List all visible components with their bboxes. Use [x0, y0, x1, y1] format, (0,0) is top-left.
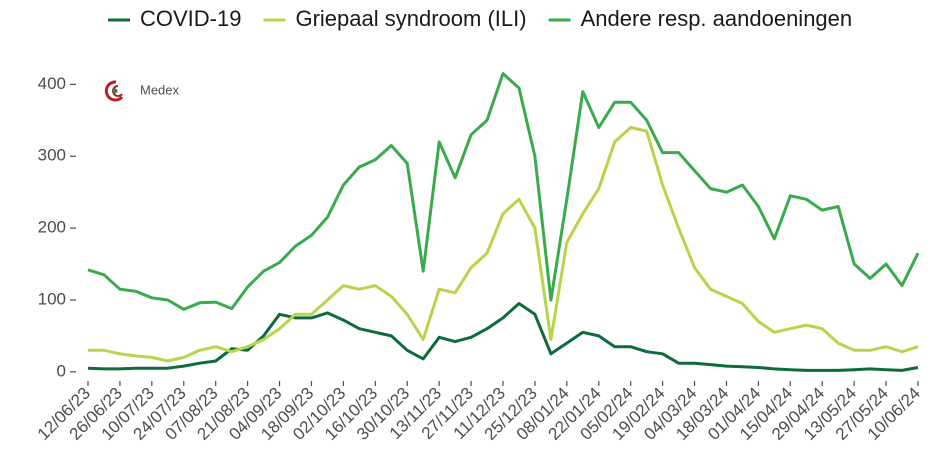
series-line — [87, 72, 920, 311]
logo: Medex — [104, 80, 180, 102]
y-tick-label: 100 — [38, 289, 66, 308]
series-line — [87, 302, 919, 372]
y-tick-label: 400 — [38, 74, 66, 93]
logo-text: Medex — [140, 82, 180, 97]
y-tick-label: 300 — [38, 146, 66, 165]
logo-icon — [112, 88, 118, 94]
logo-icon — [104, 80, 124, 102]
legend-label: COVID-19 — [140, 6, 241, 31]
legend: COVID-19 Griepaal syndroom (ILI) Andere re… — [108, 6, 852, 31]
y-tick-label: 0 — [57, 361, 66, 380]
y-tick-label: 200 — [38, 218, 66, 237]
legend-label: Andere resp. aandoeningen — [581, 6, 853, 31]
legend-label: Griepaal syndroom (ILI) — [295, 6, 526, 31]
logo-icon — [112, 85, 123, 97]
series-line — [88, 126, 919, 363]
